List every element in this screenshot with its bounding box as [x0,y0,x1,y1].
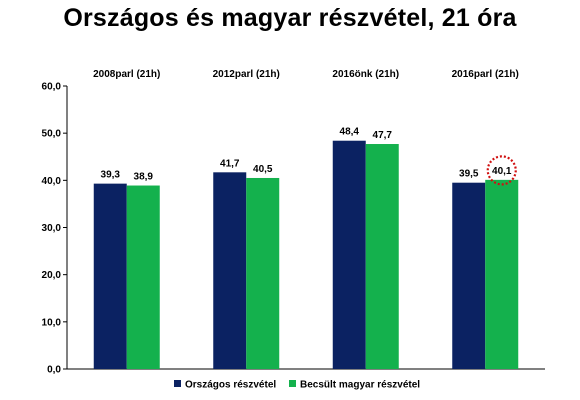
y-tick-label: 20,0 [42,270,62,281]
y-tick-label: 0,0 [47,365,61,376]
y-tick-label: 10,0 [42,317,62,328]
category-label: 2016önk (21h) [332,69,399,80]
category-label: 2012parl (21h) [213,69,280,80]
category-label: 2016parl (21h) [452,69,519,80]
y-tick-label: 30,0 [42,223,62,234]
y-tick-label: 50,0 [42,129,62,140]
bar [452,182,486,369]
legend-label: Becsült magyar részvétel [300,380,420,391]
data-label: 40,5 [253,164,273,175]
legend-label: Országos részvétel [185,380,276,391]
data-label: 38,9 [134,172,154,183]
bar [485,179,519,369]
data-label: 47,7 [373,130,393,141]
data-label: 41,7 [220,158,240,169]
y-tick-label: 40,0 [42,176,62,187]
bar [246,177,280,369]
legend-swatch [174,380,181,387]
highlight-circle [486,155,517,186]
data-label: 39,3 [101,170,121,181]
bar [93,183,127,369]
y-tick-label: 60,0 [42,82,62,93]
bar [365,144,399,369]
data-label: 39,5 [459,169,479,180]
bar [332,140,366,369]
data-label: 48,4 [340,127,360,138]
data-label: 40,1 [492,166,512,177]
bar [213,172,247,369]
category-label: 2008parl (21h) [93,69,160,80]
bar [126,185,160,369]
legend-swatch [289,380,296,387]
chart-title: Országos és magyar részvétel, 21 óra [63,4,517,32]
